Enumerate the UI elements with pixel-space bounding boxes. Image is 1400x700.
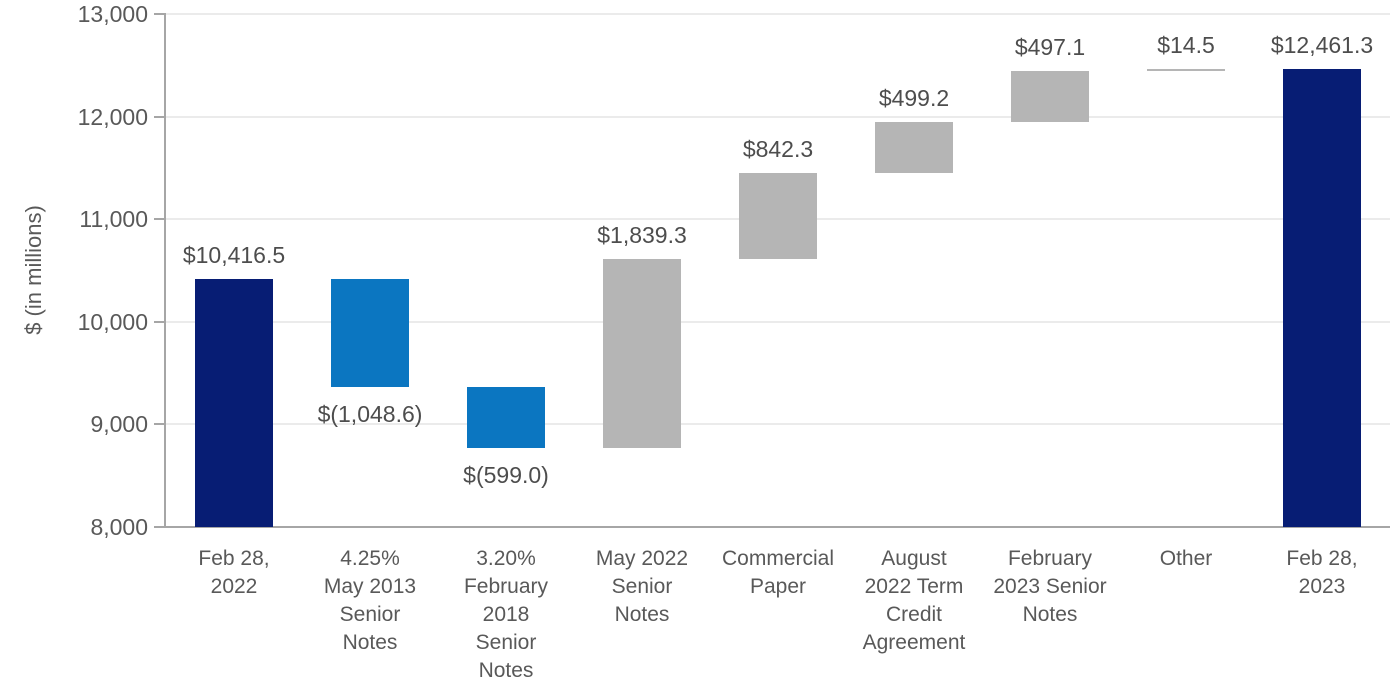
bar-value-label: $842.3 bbox=[742, 136, 814, 162]
bar-value-label: $12,461.3 bbox=[1270, 32, 1374, 58]
x-category-label: Commercial Paper bbox=[721, 547, 834, 598]
x-category-label: 4.25% May 2013 Senior Notes bbox=[323, 547, 417, 654]
y-gridline bbox=[166, 116, 1390, 118]
waterfall-bar-increase bbox=[875, 122, 953, 173]
y-axis-tick bbox=[154, 13, 166, 15]
y-tick-label: 10,000 bbox=[77, 309, 148, 335]
x-category-label: Feb 28, 2023 bbox=[1286, 547, 1358, 598]
x-category-label: August 2022 Term Credit Agreement bbox=[862, 547, 966, 654]
y-gridline bbox=[166, 13, 1390, 15]
y-gridline bbox=[166, 321, 1390, 323]
bar-value-label: $1,839.3 bbox=[597, 222, 687, 248]
bar-value-label: $(599.0) bbox=[463, 462, 549, 488]
y-axis-line bbox=[164, 13, 166, 528]
y-axis-tick bbox=[154, 218, 166, 220]
x-category-label: Other bbox=[1159, 547, 1213, 570]
bar-value-label: $497.1 bbox=[1014, 34, 1086, 60]
y-tick-label: 8,000 bbox=[90, 514, 148, 540]
y-tick-label: 9,000 bbox=[90, 411, 148, 437]
y-axis-tick bbox=[154, 116, 166, 118]
y-tick-label: 12,000 bbox=[77, 104, 148, 130]
waterfall-bar-decrease bbox=[331, 279, 409, 387]
y-axis-tick bbox=[154, 423, 166, 425]
waterfall-bar-increase bbox=[1011, 71, 1089, 122]
bar-value-label: $14.5 bbox=[1157, 32, 1215, 58]
bar-value-label: $(1,048.6) bbox=[317, 401, 423, 427]
x-category-label: 3.20% February 2018 Senior Notes bbox=[463, 547, 549, 682]
waterfall-bar-increase bbox=[739, 173, 817, 259]
waterfall-bar-total bbox=[195, 279, 273, 527]
bar-value-label: $499.2 bbox=[878, 85, 950, 111]
y-tick-label: 13,000 bbox=[77, 1, 148, 27]
x-category-label: Feb 28, 2022 bbox=[198, 547, 270, 598]
waterfall-bar-increase bbox=[603, 259, 681, 448]
x-category-label: May 2022 Senior Notes bbox=[595, 547, 689, 626]
waterfall-bar-total bbox=[1283, 69, 1361, 527]
x-axis-line bbox=[164, 526, 1390, 528]
y-gridline bbox=[166, 423, 1390, 425]
waterfall-bar-increase bbox=[1147, 69, 1225, 71]
x-category-label: February 2023 Senior Notes bbox=[993, 547, 1107, 626]
y-tick-label: 11,000 bbox=[79, 206, 148, 232]
bar-value-label: $10,416.5 bbox=[182, 242, 286, 268]
y-axis-tick bbox=[154, 321, 166, 323]
y-axis-tick bbox=[154, 526, 166, 528]
waterfall-bar-decrease bbox=[467, 387, 545, 448]
